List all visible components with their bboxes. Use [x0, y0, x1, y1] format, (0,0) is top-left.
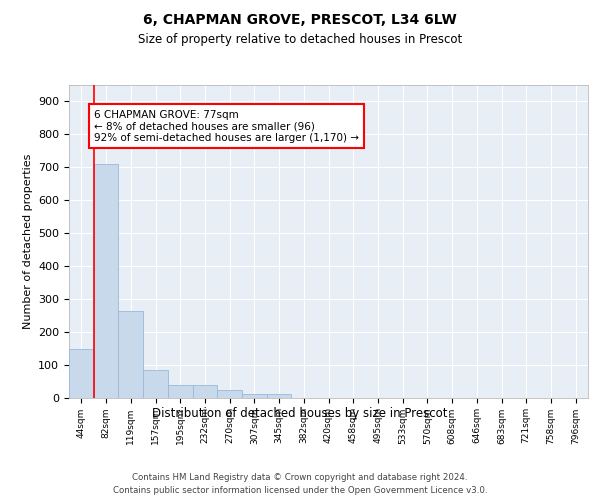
Bar [69, 349, 94, 398]
Text: Contains HM Land Registry data © Crown copyright and database right 2024.: Contains HM Land Registry data © Crown c… [132, 472, 468, 482]
Text: Distribution of detached houses by size in Prescot: Distribution of detached houses by size … [152, 408, 448, 420]
Bar [118, 312, 143, 398]
Y-axis label: Number of detached properties: Number of detached properties [23, 154, 32, 329]
Text: Contains public sector information licensed under the Open Government Licence v3: Contains public sector information licen… [113, 486, 487, 495]
Text: 6, CHAPMAN GROVE, PRESCOT, L34 6LW: 6, CHAPMAN GROVE, PRESCOT, L34 6LW [143, 12, 457, 26]
Bar [168, 385, 193, 398]
Text: Size of property relative to detached houses in Prescot: Size of property relative to detached ho… [138, 32, 462, 46]
Bar [242, 394, 267, 398]
Bar [193, 385, 217, 398]
Bar [94, 164, 118, 398]
Bar [217, 390, 242, 398]
Text: 6 CHAPMAN GROVE: 77sqm
← 8% of detached houses are smaller (96)
92% of semi-deta: 6 CHAPMAN GROVE: 77sqm ← 8% of detached … [94, 110, 359, 143]
Bar [267, 394, 292, 398]
Bar [143, 370, 168, 398]
